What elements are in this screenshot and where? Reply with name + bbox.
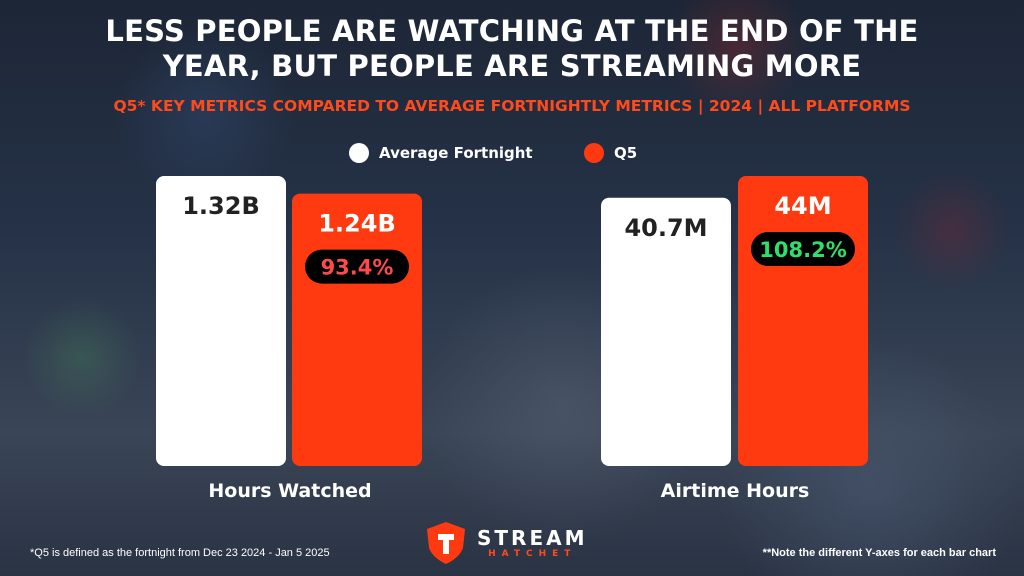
- footnote-y-axes-note: **Note the different Y-axes for each bar…: [762, 547, 996, 559]
- hatchet-shield-icon: [427, 522, 465, 564]
- value-label-airtime-hours-q5: 44M: [774, 192, 831, 220]
- comparison-label-hours-watched: 93.4%: [321, 256, 394, 280]
- legend-label-q5: Q5: [614, 144, 638, 162]
- value-label-airtime-hours-average-fortnight: 40.7M: [624, 214, 707, 242]
- comparison-pill-airtime-hours: [751, 232, 855, 266]
- legend-dot-average-fortnight: [349, 143, 369, 163]
- comparison-pill-hours-watched: [305, 249, 409, 284]
- x-axis-label-airtime-hours: Airtime Hours: [661, 480, 810, 502]
- chart-title: LESS PEOPLE ARE WATCHING AT THE END OF T…: [105, 14, 919, 83]
- bar-airtime-hours-average-fortnight: [601, 197, 731, 466]
- logo-text-stream: STREAM: [477, 525, 588, 550]
- chart-subtitle: Q5* KEY METRICS COMPARED TO AVERAGE FORT…: [113, 97, 911, 115]
- stream-hatchet-logo: STREAM HATCHET: [423, 520, 588, 566]
- legend-label-average-fortnight: Average Fortnight: [379, 144, 533, 162]
- value-label-hours-watched-q5: 1.24B: [318, 210, 396, 238]
- legend-dot-q5: [584, 143, 604, 163]
- legend-item-q5: Q5: [584, 143, 637, 163]
- value-label-hours-watched-average-fortnight: 1.32B: [182, 192, 260, 220]
- bar-hours-watched-average-fortnight: [156, 176, 286, 466]
- logo-text-hatchet: HATCHET: [488, 548, 577, 559]
- footnote-q5-definition: *Q5 is defined as the fortnight from Dec…: [30, 547, 330, 559]
- x-axis-label-hours-watched: Hours Watched: [208, 480, 371, 502]
- legend: Average Fortnight Q5: [0, 143, 1024, 167]
- comparison-label-airtime-hours: 108.2%: [759, 238, 846, 262]
- legend-item-average-fortnight: Average Fortnight: [349, 143, 533, 163]
